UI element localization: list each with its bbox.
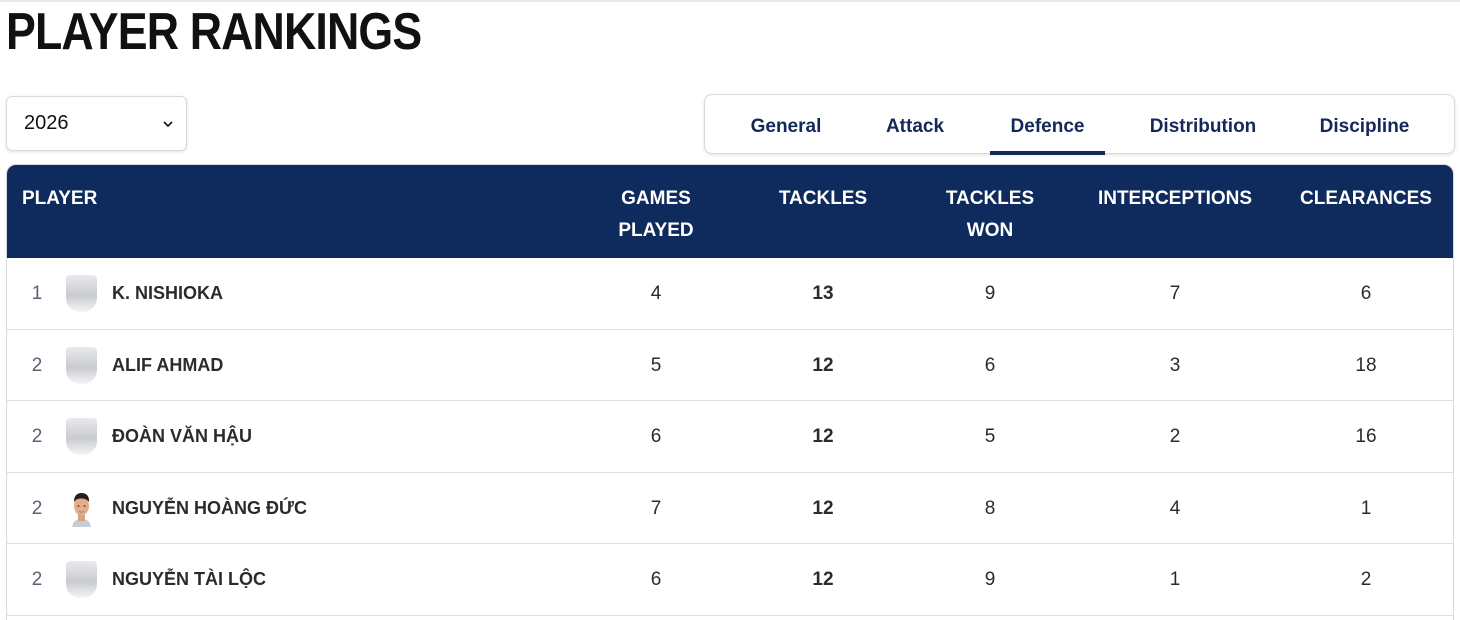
- tackles-won: 5: [984, 426, 996, 447]
- header-clearances[interactable]: CLEARANCES: [1300, 188, 1432, 209]
- tackles-won: 9: [984, 569, 996, 590]
- clearances: 2: [1360, 569, 1372, 590]
- interceptions: 3: [1169, 354, 1181, 376]
- row-divider: [7, 328, 1453, 330]
- player-name[interactable]: K. NISHIOKA: [112, 283, 224, 303]
- table-row[interactable]: 2 ĐOÀN VĂN HẬU 6 12 5 2 16: [7, 401, 1453, 473]
- player-name[interactable]: ĐOÀN VĂN HẬU: [112, 426, 253, 446]
- tackles: 12: [812, 426, 834, 447]
- player-photo-image: [66, 489, 97, 527]
- rank: 1: [31, 283, 43, 304]
- table-row[interactable]: 2 NGUYỄN TÀI LỘC 6 12 9 1 2: [7, 544, 1453, 616]
- tackles: 12: [812, 569, 834, 590]
- header-interceptions[interactable]: INTERCEPTIONS: [1097, 188, 1253, 209]
- clearances: 1: [1360, 497, 1372, 519]
- chevron-down-icon: [163, 120, 173, 127]
- interceptions: 2: [1169, 426, 1181, 447]
- avatar: [66, 561, 97, 598]
- tab-general[interactable]: General: [750, 116, 822, 137]
- table-row[interactable]: 1 K. NISHIOKA 4 13 9 7 6: [7, 258, 1453, 330]
- header-player[interactable]: PLAYER: [22, 188, 98, 209]
- interceptions: 7: [1169, 283, 1181, 304]
- table-header: PLAYER GAMES PLAYED TACKLES TACKLES WON …: [7, 165, 1453, 258]
- avatar: [66, 418, 97, 455]
- games-played: 5: [650, 354, 662, 376]
- table-row[interactable]: 2 NGUYỄN HOÀNG ĐỨC 7 12 8 4 1: [7, 473, 1453, 544]
- games-played: 7: [650, 497, 662, 519]
- row-divider: [7, 543, 1453, 544]
- tab-defence[interactable]: Defence: [990, 95, 1105, 155]
- avatar: [66, 346, 97, 384]
- player-name[interactable]: NGUYỄN HOÀNG ĐỨC: [112, 497, 307, 518]
- tab-discipline[interactable]: Discipline: [1319, 116, 1410, 137]
- games-played: 6: [650, 569, 662, 590]
- rank: 2: [31, 426, 43, 447]
- avatar: [66, 275, 97, 312]
- tackles: 13: [812, 283, 834, 304]
- player-photo: [66, 489, 97, 527]
- tackles: 12: [812, 354, 834, 376]
- rank: 2: [31, 354, 43, 376]
- clearances: 6: [1360, 283, 1372, 304]
- games-played: 6: [650, 426, 662, 447]
- interceptions: 4: [1169, 497, 1181, 519]
- header-tackles[interactable]: TACKLES: [778, 188, 868, 209]
- rankings-table: PLAYER GAMES PLAYED TACKLES TACKLES WON …: [6, 164, 1454, 620]
- tab-attack[interactable]: Attack: [885, 116, 945, 137]
- player-name[interactable]: ALIF AHMAD: [112, 354, 224, 375]
- header-games-played-line2: PLAYED: [618, 220, 694, 241]
- page-title: PLAYER RANKINGS: [6, 3, 422, 61]
- top-divider: [0, 0, 1460, 2]
- row-divider: [7, 400, 1453, 401]
- header-tackles-won-line1: TACKLES: [945, 188, 1035, 209]
- row-divider: [7, 471, 1453, 473]
- tackles-won: 6: [984, 354, 996, 376]
- header-games-played-line1: GAMES: [621, 188, 691, 209]
- clearances: 16: [1355, 426, 1377, 447]
- tab-distribution[interactable]: Distribution: [1149, 116, 1257, 137]
- games-played: 4: [650, 283, 662, 304]
- season-select[interactable]: 2026: [6, 96, 187, 151]
- season-select-value: 2026: [24, 112, 69, 134]
- tackles-won: 9: [984, 283, 996, 304]
- interceptions: 1: [1169, 569, 1181, 590]
- rank: 2: [31, 497, 43, 519]
- stat-category-tabs: General Attack Defence Distribution Disc…: [704, 94, 1455, 155]
- tackles: 12: [812, 497, 834, 519]
- tackles-won: 8: [984, 497, 996, 519]
- player-name[interactable]: NGUYỄN TÀI LỘC: [112, 569, 267, 589]
- table-row[interactable]: 2 ALIF AHMAD 5 12 6 3 18: [7, 330, 1453, 401]
- clearances: 18: [1355, 354, 1377, 376]
- rank: 2: [31, 569, 43, 590]
- header-tackles-won-line2: WON: [966, 220, 1014, 241]
- header-tackles-won[interactable]: TACKLES WON: [930, 183, 1050, 247]
- header-games-played[interactable]: GAMES PLAYED: [596, 183, 716, 247]
- row-divider: [7, 614, 1453, 616]
